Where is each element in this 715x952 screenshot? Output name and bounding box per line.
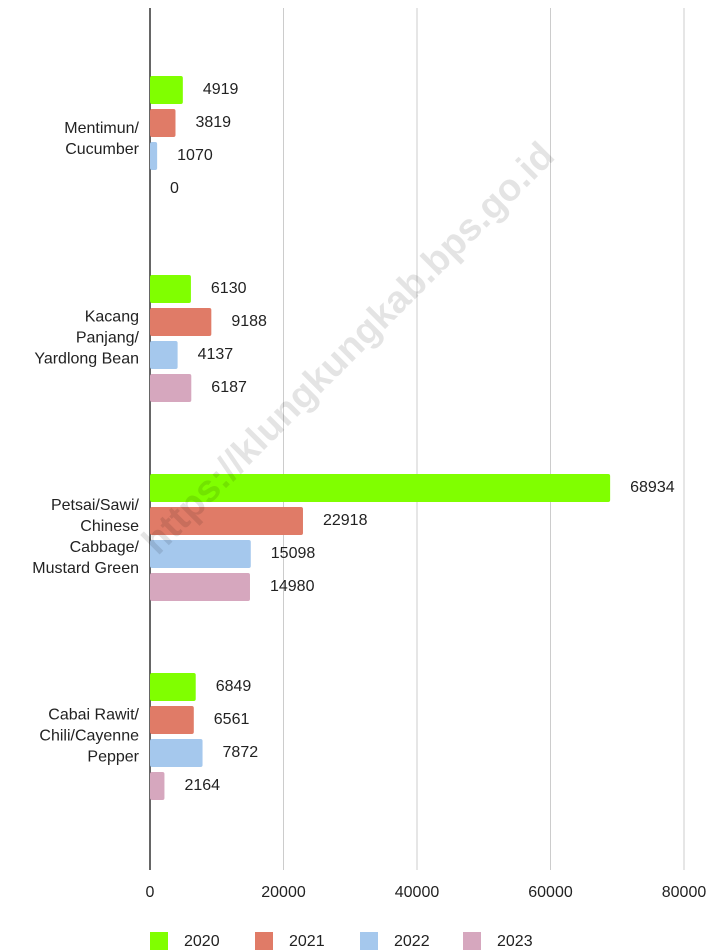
y-tick-label: Kacang [85,309,139,326]
legend-swatch [463,932,481,950]
data-label: 4137 [198,346,234,363]
bar [150,76,183,104]
data-label: 6130 [211,280,247,297]
y-tick-label: Cucumber [65,141,139,158]
bar [150,275,191,303]
data-label: 1070 [177,147,213,164]
y-tick-label: Yardlong Bean [34,351,139,368]
legend-swatch [360,932,378,950]
legend-label: 2022 [394,933,430,950]
data-label: 6187 [211,379,247,396]
legend-label: 2023 [497,933,533,950]
y-tick-label: Cabbage/ [70,539,140,556]
legend-label: 2020 [184,933,220,950]
data-label: 15098 [271,545,316,562]
data-label: 7872 [223,744,259,761]
y-tick-label: Mentimun/ [64,120,139,137]
legend-label: 2021 [289,933,325,950]
data-label: 9188 [231,313,267,330]
data-label: 2164 [184,777,220,794]
x-tick-label: 20000 [261,884,306,901]
legend-swatch [150,932,168,950]
x-tick-label: 80000 [662,884,707,901]
bar [150,109,176,137]
bar [150,142,158,170]
data-label: 4919 [203,81,239,98]
data-label: 14980 [270,578,315,595]
legend-swatch [255,932,273,950]
bar [150,673,196,701]
data-label: 0 [170,180,179,197]
y-tick-label: Petsai/Sawi/ [51,497,140,514]
bar [150,706,194,734]
bar [150,308,212,336]
y-tick-label: Pepper [87,749,139,766]
y-tick-label: Mustard Green [32,560,139,577]
data-label: 6849 [216,678,252,695]
y-tick-label: Panjang/ [76,330,140,347]
x-tick-label: 0 [146,884,155,901]
data-label: 6561 [214,711,250,728]
data-label: 68934 [630,479,675,496]
bar [150,341,178,369]
bar [150,374,192,402]
bar [150,573,250,601]
bar [150,474,611,502]
x-tick-label: 40000 [395,884,440,901]
x-tick-label: 60000 [528,884,573,901]
bar [150,772,165,800]
data-label: 3819 [195,114,231,131]
bar [150,739,203,767]
y-tick-label: Cabai Rawit/ [48,707,139,724]
y-tick-label: Chinese [80,518,139,535]
bar [150,540,251,568]
data-label: 22918 [323,512,368,529]
bar [150,507,303,535]
y-tick-label: Chili/Cayenne [39,728,139,745]
